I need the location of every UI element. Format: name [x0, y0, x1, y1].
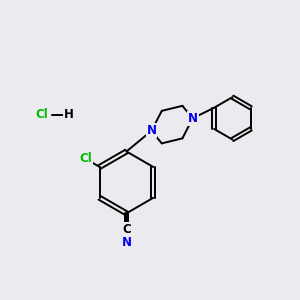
Text: N: N: [122, 236, 131, 249]
Text: Cl: Cl: [35, 108, 48, 121]
Text: N: N: [188, 112, 198, 125]
Text: N: N: [146, 124, 157, 137]
Text: H: H: [64, 108, 74, 121]
Text: C: C: [122, 223, 131, 236]
Text: Cl: Cl: [79, 152, 92, 165]
